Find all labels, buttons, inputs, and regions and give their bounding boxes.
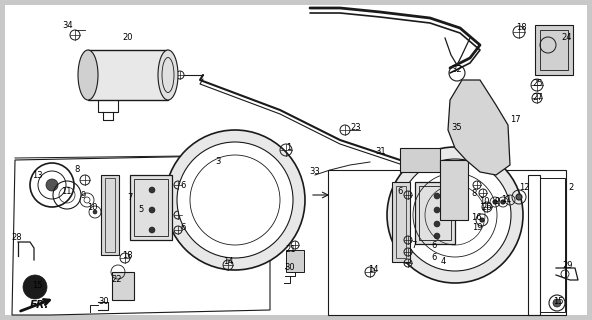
- Text: 14: 14: [223, 258, 233, 267]
- Bar: [101, 175, 119, 255]
- Bar: [392, 182, 410, 262]
- Text: 4: 4: [440, 257, 446, 266]
- Circle shape: [434, 221, 440, 227]
- Text: 12: 12: [519, 183, 529, 193]
- Circle shape: [399, 159, 511, 271]
- Circle shape: [23, 275, 47, 299]
- Circle shape: [149, 207, 155, 213]
- Polygon shape: [12, 155, 270, 315]
- Text: 32: 32: [452, 66, 462, 75]
- Circle shape: [553, 299, 561, 307]
- Bar: [396, 186, 406, 258]
- Polygon shape: [448, 80, 510, 175]
- Text: 15: 15: [32, 281, 42, 290]
- Text: 17: 17: [510, 116, 520, 124]
- Circle shape: [434, 233, 440, 239]
- Text: 15: 15: [553, 298, 563, 307]
- Bar: [440, 160, 468, 220]
- Text: 1: 1: [287, 143, 292, 153]
- Text: FR.: FR.: [30, 300, 49, 310]
- Text: 20: 20: [123, 34, 133, 43]
- Circle shape: [149, 187, 155, 193]
- Circle shape: [434, 207, 440, 213]
- Text: 6: 6: [432, 242, 437, 251]
- Text: 24: 24: [562, 34, 572, 43]
- Text: 30: 30: [99, 298, 110, 307]
- Text: 16: 16: [471, 213, 481, 222]
- Bar: [112, 272, 134, 300]
- Bar: [540, 30, 568, 70]
- Text: 5: 5: [139, 205, 144, 214]
- Bar: [105, 178, 115, 252]
- Text: 26: 26: [482, 204, 493, 212]
- Text: 11: 11: [61, 188, 71, 196]
- Text: 6: 6: [181, 223, 186, 233]
- Bar: [130, 175, 172, 240]
- Circle shape: [434, 193, 440, 199]
- Circle shape: [177, 142, 293, 258]
- Text: 14: 14: [368, 266, 378, 275]
- Bar: [286, 250, 304, 272]
- Text: 21: 21: [286, 244, 296, 253]
- Circle shape: [501, 200, 505, 204]
- Text: 6: 6: [432, 253, 437, 262]
- Ellipse shape: [78, 50, 98, 100]
- Bar: [328, 170, 566, 315]
- Text: 19: 19: [472, 223, 482, 233]
- Circle shape: [516, 194, 522, 200]
- Polygon shape: [400, 148, 440, 172]
- Circle shape: [149, 227, 155, 233]
- Text: 10: 10: [479, 197, 489, 206]
- Circle shape: [93, 210, 97, 214]
- Text: 8: 8: [471, 189, 477, 198]
- Ellipse shape: [158, 50, 178, 100]
- Circle shape: [46, 179, 58, 191]
- Text: 6: 6: [181, 181, 186, 190]
- Text: 28: 28: [12, 234, 22, 243]
- Text: 23: 23: [350, 124, 361, 132]
- Text: 29: 29: [563, 260, 573, 269]
- Text: 22: 22: [112, 275, 123, 284]
- Text: 27: 27: [533, 92, 543, 101]
- Text: 33: 33: [310, 167, 320, 177]
- Text: 18: 18: [516, 23, 526, 33]
- Circle shape: [165, 130, 305, 270]
- Circle shape: [387, 147, 523, 283]
- Text: 25: 25: [533, 79, 543, 89]
- Bar: [540, 178, 565, 312]
- Bar: [419, 186, 451, 240]
- Text: 30: 30: [285, 262, 295, 271]
- Text: 7: 7: [127, 194, 133, 203]
- Text: 2: 2: [568, 183, 574, 193]
- Text: 34: 34: [63, 20, 73, 29]
- Bar: [134, 179, 168, 236]
- Text: 10: 10: [87, 204, 97, 212]
- Bar: [88, 50, 168, 100]
- Text: 9: 9: [81, 191, 86, 201]
- Bar: [528, 175, 540, 315]
- Text: 3: 3: [215, 157, 221, 166]
- Text: 13: 13: [32, 171, 42, 180]
- Circle shape: [480, 218, 484, 222]
- Circle shape: [493, 200, 497, 204]
- Text: 7: 7: [411, 242, 417, 251]
- Bar: [415, 182, 455, 244]
- Text: 8: 8: [75, 165, 80, 174]
- Text: 35: 35: [452, 124, 462, 132]
- Text: 18: 18: [122, 251, 133, 260]
- Text: 6: 6: [397, 188, 403, 196]
- Bar: [535, 25, 573, 75]
- Text: 11: 11: [501, 196, 511, 204]
- Text: 9: 9: [494, 197, 500, 206]
- Text: 31: 31: [376, 148, 387, 156]
